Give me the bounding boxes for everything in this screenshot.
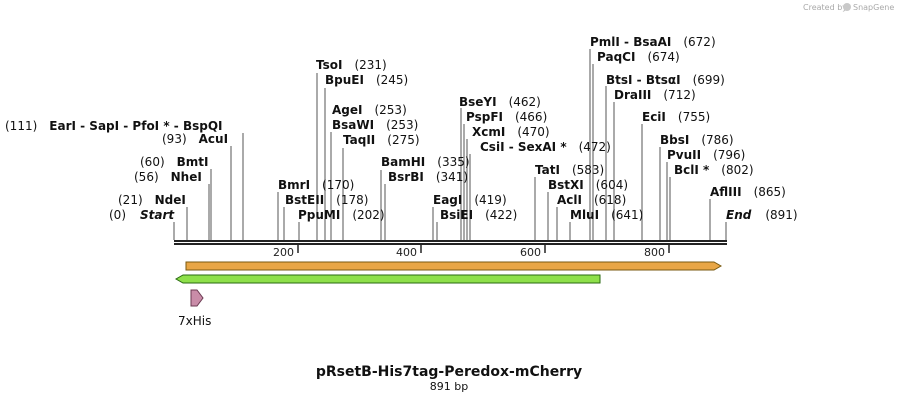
site-label-pvuii: PvuII (796) (667, 148, 745, 162)
site-label-bbsi: BbsI (786) (660, 133, 734, 147)
ruler: 200 400 600 800 (273, 245, 670, 259)
site-label-draiii: DraIII (712) (614, 88, 696, 102)
his-tag-arrow-icon (190, 289, 204, 307)
site-label-tati: TatI (583) (535, 163, 604, 177)
feature-green-arrow[interactable] (174, 274, 601, 284)
backbone-bottom-strand (174, 243, 727, 245)
site-lines (173, 49, 727, 240)
tick-label-800: 800 (644, 246, 665, 259)
site-label-xcmi: XcmI (470) (472, 125, 550, 139)
feature-label-7xhis: 7xHis (178, 314, 211, 328)
site-label-bmti: (60) BmtI (140, 155, 209, 169)
site-label-ecii: EciI (755) (642, 110, 710, 124)
site-label-bseyi: BseYI (462) (459, 95, 541, 109)
site-label-bsiei: BsiEI (422) (440, 208, 517, 222)
site-label-bmri: BmrI (170) (278, 178, 354, 192)
site-label-bsteii: BstEII (178) (285, 193, 368, 207)
backbone-top-strand (174, 240, 727, 242)
feature-his-tag[interactable]: 7xHis (178, 289, 211, 328)
map-length: 891 bp (430, 380, 468, 393)
site-label-end: End (891) (726, 208, 798, 222)
site-label-bsawi: BsaWI (253) (332, 118, 418, 132)
tick-label-600: 600 (520, 246, 541, 259)
site-label-bcli: BclI * (802) (674, 163, 754, 177)
sequence-backbone (174, 240, 727, 245)
tick-label-200: 200 (273, 246, 294, 259)
credit-brand: SnapGene (853, 3, 894, 12)
site-label-eari: (111) EarI - SapI - PfoI * - BspQI (5, 119, 222, 133)
site-label-agei: AgeI (253) (332, 103, 407, 117)
site-label-taqii: TaqII (275) (343, 133, 420, 147)
site-label-ndei: (21) NdeI (118, 193, 186, 207)
site-label-nhei: (56) NheI (134, 170, 202, 184)
site-label-eagi: EagI (419) (433, 193, 507, 207)
snapgene-logo-icon (843, 3, 851, 11)
site-label-mlui: MluI (641) (570, 208, 643, 222)
site-label-bstxi: BstXI (604) (548, 178, 628, 192)
site-labels: (0) Start (21) NdeI (56) NheI (60) BmtI (93)… (5, 35, 798, 222)
feature-orange-arrow[interactable] (185, 261, 723, 271)
site-label-start: (0) Start (109, 208, 175, 222)
site-label-ppumi: PpuMI (202) (298, 208, 385, 222)
site-label-bsrbi: BsrBI (341) (388, 170, 468, 184)
site-label-tsoi: TsoI (231) (316, 58, 387, 72)
site-label-bamhi: BamHI (335) (381, 155, 470, 169)
site-label-acui: (93) AcuI (162, 132, 228, 146)
site-label-paqci: PaqCI (674) (597, 50, 680, 64)
site-label-pspfi: PspFI (466) (466, 110, 547, 124)
site-label-bpuei: BpuEI (245) (325, 73, 408, 87)
site-label-btsi: BtsI - BtsαI (699) (606, 73, 725, 87)
tick-label-400: 400 (396, 246, 417, 259)
site-label-acli: AclI (618) (557, 193, 626, 207)
site-label-csii: CsiI - SexAI * (472) (480, 140, 611, 154)
snapgene-credit: Created by SnapGene (803, 3, 894, 12)
site-label-afliii: AflIII (865) (710, 185, 786, 199)
map-title: pRsetB-His7tag-Peredox-mCherry (316, 364, 582, 380)
credit-prefix: Created by (803, 3, 847, 12)
site-label-pmli: PmlI - BsaAI (672) (590, 35, 716, 49)
